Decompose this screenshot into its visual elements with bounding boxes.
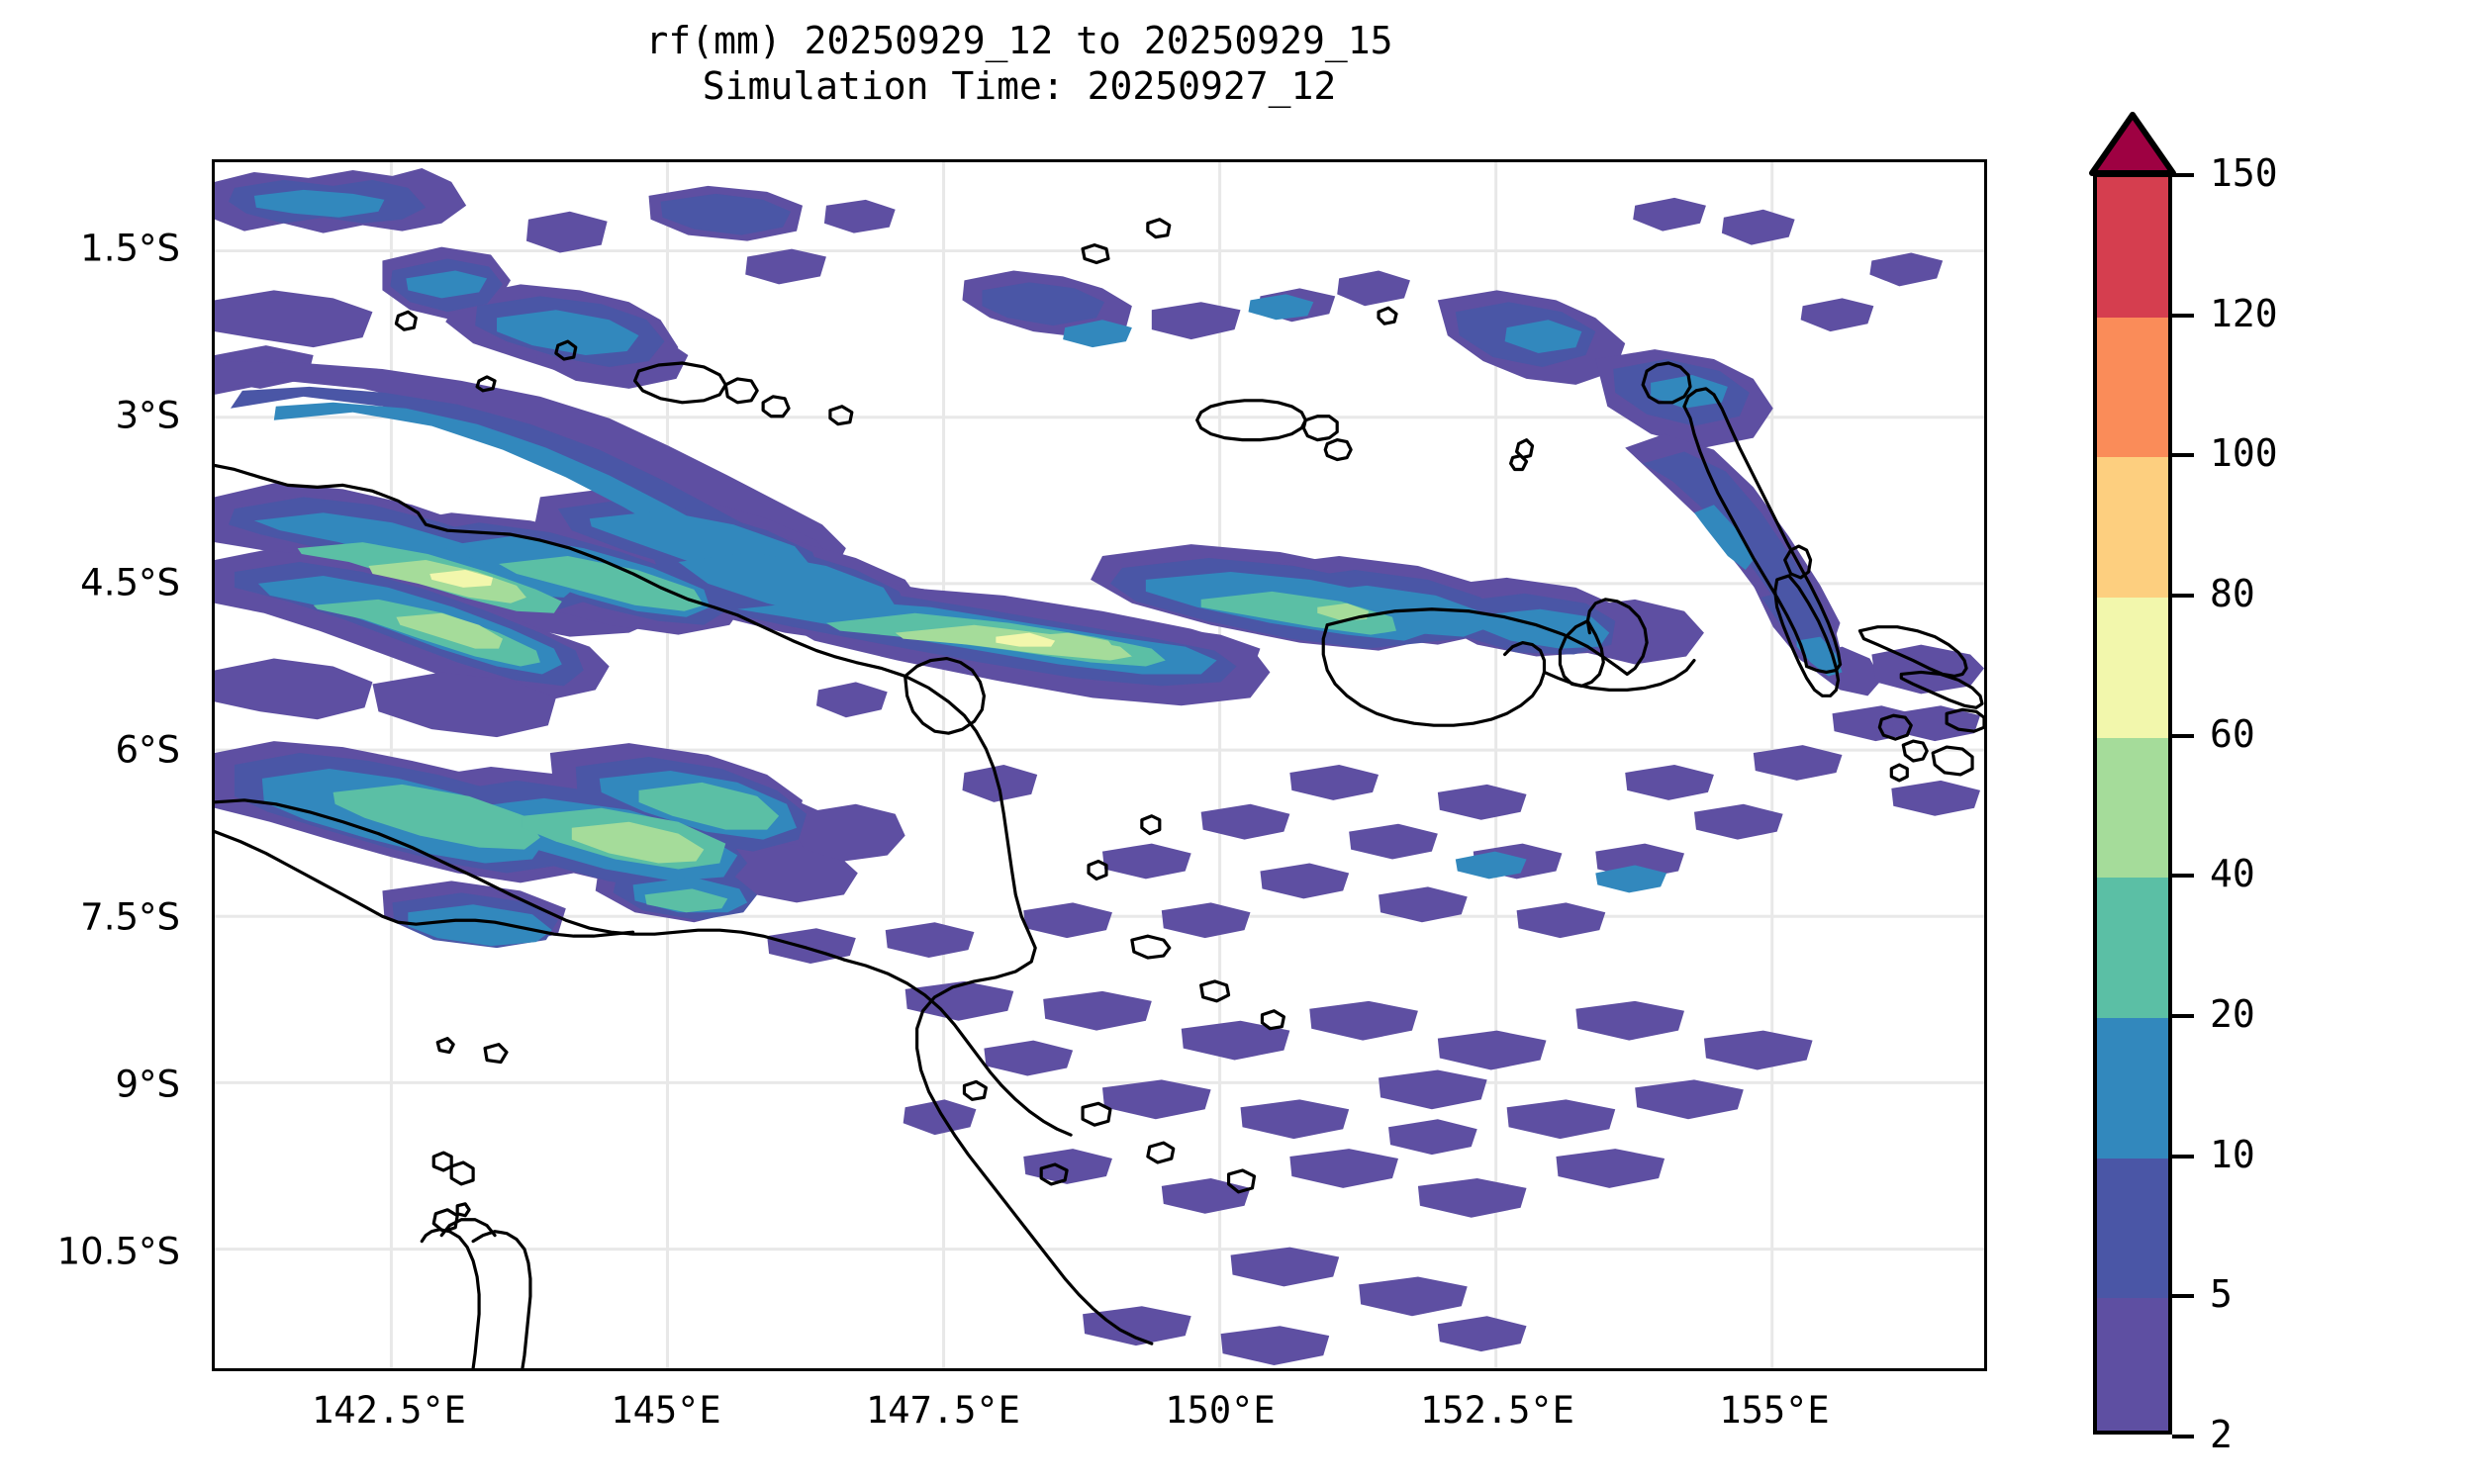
colorbar-tick-mark-10 <box>2172 1154 2194 1159</box>
title-line-2: Simulation Time: 20250927_12 <box>702 64 1337 109</box>
colorbar-tick-label-120: 120 <box>2210 291 2278 335</box>
colorbar-tick-label-80: 80 <box>2210 572 2255 615</box>
colorbar-tick-label-100: 100 <box>2210 431 2278 476</box>
x-tick-4: 150°E <box>1165 1389 1276 1432</box>
colorbar-body: 150 120 100 80 60 40 20 10 5 2 <box>2089 112 2278 1456</box>
colorbar: 150 120 100 80 60 40 20 10 5 2 <box>2089 109 2420 1456</box>
coastlines <box>215 218 1984 1368</box>
colorbar-tick-mark-100 <box>2172 453 2194 458</box>
x-tick-5: 152.5°E <box>1420 1389 1574 1432</box>
colorbar-tick-label-40: 40 <box>2210 852 2255 896</box>
colorbar-tick-label-10: 10 <box>2210 1132 2255 1176</box>
colorbar-tick-mark-60 <box>2172 733 2194 738</box>
rain-contour-band-2-5 <box>215 167 1984 1366</box>
colorbar-tick-mark-5 <box>2172 1294 2194 1299</box>
colorbar-tick-mark-80 <box>2172 594 2194 598</box>
colorbar-tick-label-20: 20 <box>2210 992 2255 1036</box>
map-clip <box>215 162 1984 1368</box>
colorbar-band-10-20 <box>2097 1017 2168 1159</box>
x-tick-2: 145°E <box>611 1389 721 1432</box>
colorbar-band-100-120 <box>2097 317 2168 458</box>
colorbar-tick-label-2: 2 <box>2210 1413 2233 1456</box>
colorbar-tick-label-60: 60 <box>2210 711 2255 756</box>
colorbar-band-120-150 <box>2097 177 2168 318</box>
colorbar-band-40-60 <box>2097 737 2168 879</box>
colorbar-tick-mark-150 <box>2172 173 2194 177</box>
y-tick-7: 10.5°S <box>56 1230 180 1273</box>
y-tick-4: 6°S <box>115 728 180 772</box>
x-tick-6: 155°E <box>1719 1389 1830 1432</box>
figure-title: rf(mm) 20250929_12 to 20250929_15 Simula… <box>0 18 2039 110</box>
colorbar-band-20-40 <box>2097 878 2168 1018</box>
rain-contour-band-60-80 <box>429 569 1056 647</box>
colorbar-tick-mark-120 <box>2172 313 2194 318</box>
x-tick-1: 142.5°E <box>312 1389 466 1432</box>
colorbar-tick-label-5: 5 <box>2210 1272 2233 1317</box>
colorbar-tick-mark-2 <box>2172 1435 2194 1438</box>
colorbar-band-60-80 <box>2097 597 2168 738</box>
y-tick-2: 3°S <box>115 394 180 437</box>
colorbar-band-5-10 <box>2097 1158 2168 1299</box>
map-plot-area <box>212 159 1987 1371</box>
colorbar-band-80-100 <box>2097 457 2168 598</box>
colorbar-band-2-5 <box>2097 1298 2168 1431</box>
colorbar-tick-label-150: 150 <box>2210 151 2278 195</box>
y-tick-5: 7.5°S <box>80 895 180 939</box>
colorbar-tick-mark-40 <box>2172 874 2194 879</box>
y-tick-6: 9°S <box>115 1063 180 1106</box>
y-tick-1: 1.5°S <box>80 227 180 270</box>
x-tick-3: 147.5°E <box>866 1389 1020 1432</box>
y-tick-3: 4.5°S <box>80 561 180 604</box>
colorbar-tick-mark-20 <box>2172 1014 2194 1018</box>
title-line-1: rf(mm) 20250929_12 to 20250929_15 <box>645 19 1393 62</box>
colorbar-over-arrow <box>2089 112 2176 176</box>
colorbar-bands <box>2093 173 2172 1435</box>
